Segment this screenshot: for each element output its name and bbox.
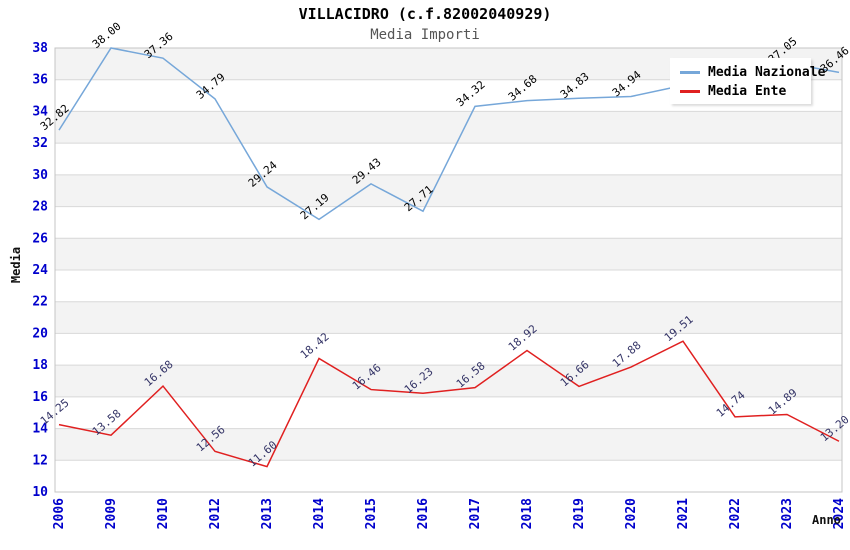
band-stripe [55,428,842,461]
x-tick-label: 2010 [156,498,171,529]
y-tick-label: 26 [32,231,48,246]
x-tick-label: 2015 [364,498,379,529]
value-label: 38.00 [90,20,124,51]
x-tick-label: 2019 [572,498,587,529]
band-stripe [55,365,842,397]
y-tick-label: 30 [32,168,48,183]
legend-line-swatch-ente [680,90,700,93]
y-tick-label: 36 [32,73,48,88]
x-tick-label: 2022 [728,498,743,529]
x-tick-label: 2013 [260,498,275,529]
y-tick-label: 32 [32,136,48,151]
legend-item-media-nazionale: Media Nazionale [680,63,825,82]
x-tick-label: 2009 [104,498,119,529]
x-tick-label: 2018 [520,498,535,529]
y-tick-label: 20 [32,326,48,341]
y-tick-label: 12 [32,453,48,468]
band-stripe [55,111,842,144]
y-tick-label: 34 [32,104,48,119]
y-tick-label: 22 [32,295,48,310]
legend-item-media-ente: Media Ente [680,82,811,101]
x-tick-label: 2023 [780,498,795,529]
band-stripe [55,301,842,334]
x-axis-title: Anno [812,513,841,527]
x-tick-label: 2024 [832,498,847,529]
legend-label-nazionale: Media Nazionale [708,65,826,80]
value-label: 18.42 [298,330,332,361]
legend-line-swatch-nazionale [680,71,700,74]
y-tick-label: 16 [32,390,48,405]
y-tick-label: 18 [32,358,48,373]
x-tick-label: 2012 [208,498,223,529]
y-tick-label: 14 [32,422,48,437]
y-tick-label: 28 [32,200,48,215]
x-tick-label: 2016 [416,498,431,529]
plot-frame [54,47,843,493]
value-label: 34.32 [454,78,488,109]
y-axis-title: Media [9,246,23,284]
band-stripe [55,238,842,270]
chart-title: VILLACIDRO (c.f.82002040929) [298,5,552,23]
legend-label-ente: Media Ente [708,84,787,99]
series-line-media-ente [58,340,840,468]
x-tick-label: 2014 [312,498,327,529]
legend: Media Nazionale Media Ente [670,58,825,104]
y-tick-label: 24 [32,263,48,278]
chart-subtitle: Media Importi [370,27,480,43]
x-tick-label: 2017 [468,498,483,529]
x-tick-label: 2006 [52,498,67,529]
x-tick-label: 2020 [624,498,639,529]
y-tick-label: 10 [32,485,48,500]
x-tick-label: 2021 [676,498,691,529]
band-stripe [55,174,842,207]
y-tick-label: 38 [32,41,48,56]
